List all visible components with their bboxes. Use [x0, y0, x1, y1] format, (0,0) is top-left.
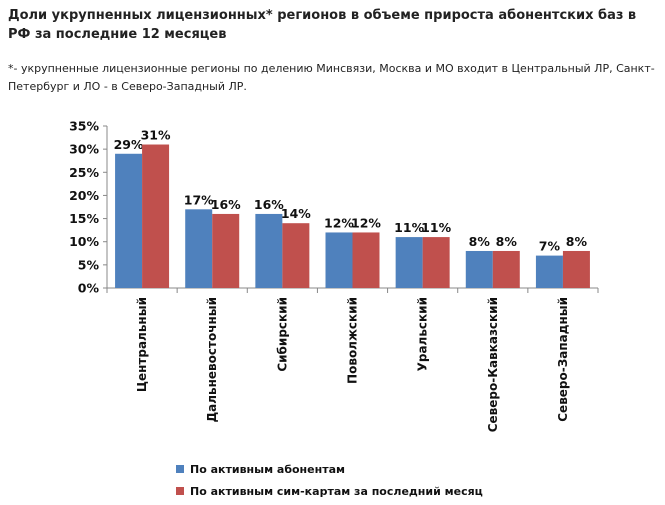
data-label: 12%	[351, 215, 381, 230]
chart-title: Доли укрупненных лицензионных* регионов …	[8, 8, 637, 42]
data-label: 12%	[324, 215, 354, 230]
legend-item-series-2: По активным сим-картам за последний меся…	[176, 480, 483, 502]
bar-series-1	[255, 213, 283, 288]
y-tick-label: 0%	[78, 281, 100, 296]
y-tick-label: 10%	[69, 234, 99, 249]
bar-series-2	[142, 144, 170, 288]
data-label: 17%	[184, 192, 214, 207]
x-tick-label: Поволжский	[346, 297, 360, 384]
bar-series-2	[492, 250, 520, 288]
bar-series-1	[325, 232, 353, 288]
bar-series-1	[185, 209, 213, 288]
x-tick-label: Северо-Кавказский	[486, 297, 500, 432]
bar-series-2	[282, 223, 310, 288]
data-label: 8%	[566, 234, 588, 249]
bar-series-1	[395, 237, 423, 288]
bar-series-2	[212, 213, 240, 288]
data-label: 16%	[254, 197, 284, 212]
x-tick-label: Сибирский	[275, 297, 289, 372]
data-label: 14%	[281, 206, 311, 221]
bar-series-1	[535, 255, 563, 288]
x-tick-label: Центральный	[135, 297, 149, 392]
bar-series-2	[352, 232, 380, 288]
bar-series-2	[422, 237, 450, 288]
data-label: 31%	[141, 128, 171, 143]
y-tick-label: 15%	[69, 211, 99, 226]
data-label: 29%	[114, 137, 144, 152]
y-tick-label: 35%	[69, 119, 99, 134]
data-label: 8%	[469, 234, 491, 249]
x-tick-label: Дальневосточный	[205, 297, 219, 423]
y-tick-label: 5%	[78, 257, 100, 272]
legend-label-series-2: По активным сим-картам за последний меся…	[190, 484, 483, 498]
legend-swatch-series-2	[176, 487, 184, 495]
y-tick-label: 25%	[69, 165, 99, 180]
y-tick-label: 30%	[69, 142, 99, 157]
bar-series-2	[562, 250, 590, 288]
legend: По активным абонентам По активным сим-ка…	[176, 458, 483, 502]
data-label: 11%	[394, 220, 424, 235]
data-label: 16%	[211, 197, 241, 212]
legend-swatch-series-1	[176, 465, 184, 473]
legend-label-series-1: По активным абонентам	[190, 462, 346, 476]
data-label: 8%	[496, 234, 518, 249]
bar-series-1	[465, 250, 493, 288]
x-tick-label: Уральский	[416, 297, 430, 371]
footnote: *- укрупненные лицензионные регионы по д…	[8, 62, 655, 93]
data-label: 7%	[539, 239, 561, 254]
bar-series-1	[115, 153, 143, 288]
data-label: 11%	[421, 220, 451, 235]
legend-item-series-1: По активным абонентам	[176, 458, 483, 480]
x-tick-label: Северо-Западный	[556, 297, 570, 422]
y-tick-label: 20%	[69, 188, 99, 203]
